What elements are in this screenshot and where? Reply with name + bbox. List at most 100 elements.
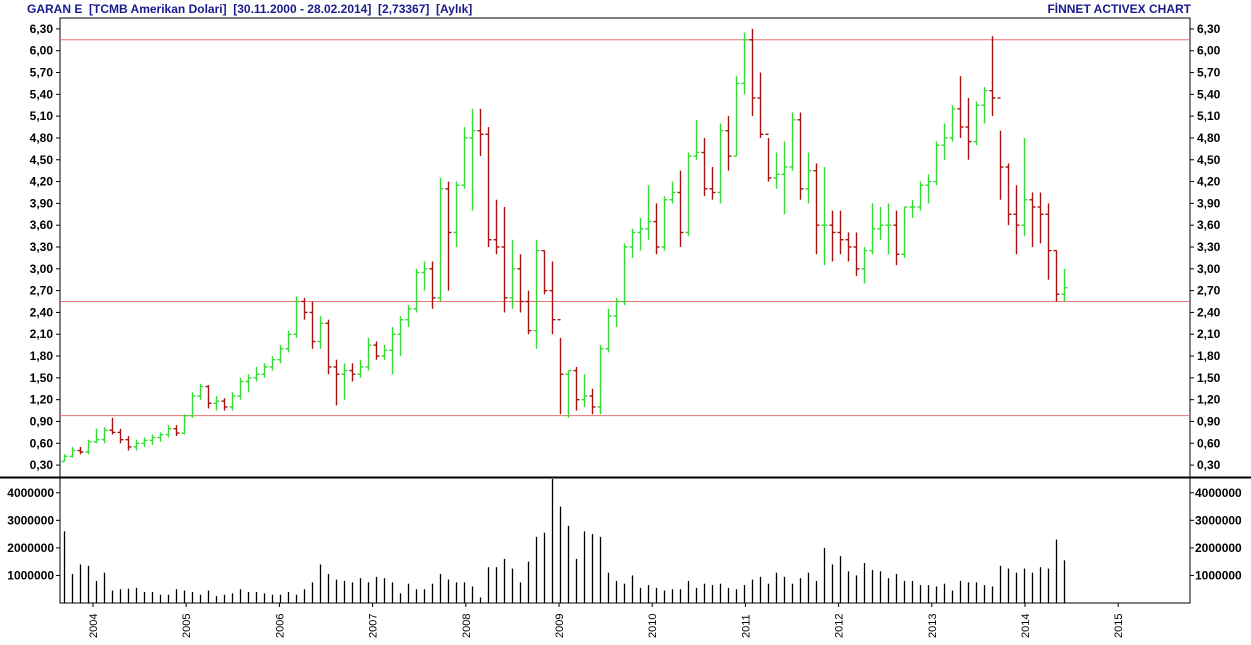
ohlc-bar <box>517 254 524 313</box>
ohlc-bar <box>501 207 508 313</box>
ohlc-bar <box>293 296 300 338</box>
ohlc-bar <box>725 116 732 171</box>
price-bars <box>61 28 1068 463</box>
ohlc-bar <box>405 305 412 327</box>
ohlc-bar <box>149 434 156 445</box>
ohlc-bar <box>805 152 812 204</box>
price-tick-label-right: 5,10 <box>1197 109 1221 123</box>
ohlc-bar <box>245 374 252 393</box>
ohlc-bar <box>957 76 964 138</box>
ohlc-bar <box>141 437 148 447</box>
ohlc-bar <box>709 167 716 200</box>
price-tick-label-left: 2,70 <box>30 284 54 298</box>
ohlc-bar <box>389 326 396 375</box>
ohlc-bar <box>173 425 180 437</box>
reference-lines <box>60 39 1190 417</box>
ohlc-bar <box>573 366 580 411</box>
volume-tick-label-left: 4000000 <box>7 486 54 500</box>
price-tick-label-right: 5,70 <box>1197 66 1221 80</box>
price-tick-label-left: 2,40 <box>30 305 54 319</box>
price-tick-label-left: 5,40 <box>30 87 54 101</box>
plot-border <box>59 17 1191 604</box>
ohlc-bar <box>749 28 756 117</box>
ohlc-bar <box>445 181 452 291</box>
ohlc-bar <box>85 439 92 455</box>
ohlc-bar <box>77 446 84 455</box>
ohlc-bar <box>397 316 404 357</box>
year-tick-label: 2011 <box>740 614 752 638</box>
ohlc-bar <box>61 454 68 463</box>
price-tick-label-right: 5,40 <box>1197 87 1221 101</box>
ohlc-bar <box>853 232 860 277</box>
ohlc-bar <box>261 363 268 378</box>
ohlc-bar <box>237 377 244 400</box>
ohlc-bar <box>973 101 980 146</box>
price-tick-label-left: 1,80 <box>30 349 54 363</box>
ohlc-bar <box>677 170 684 247</box>
chart-brand: FİNNET ACTIVEX CHART <box>1047 2 1191 16</box>
price-tick-label-left: 6,00 <box>30 44 54 58</box>
ohlc-bar <box>581 374 588 407</box>
ohlc-bar <box>221 398 228 411</box>
ohlc-bar <box>797 112 804 200</box>
ohlc-bar <box>341 363 348 400</box>
price-tick-label-right: 0,60 <box>1197 436 1221 450</box>
price-tick-label-left: 0,90 <box>30 414 54 428</box>
ohlc-bar <box>269 356 276 371</box>
price-tick-label-right: 1,50 <box>1197 371 1221 385</box>
ohlc-bar <box>981 87 988 124</box>
price-tick-label-right: 6,00 <box>1197 44 1221 58</box>
price-tick-label-left: 4,50 <box>30 153 54 167</box>
price-tick-label-right: 3,60 <box>1197 218 1221 232</box>
ohlc-bar <box>741 32 748 95</box>
volume-tick-label-right: 1000000 <box>1195 568 1242 582</box>
year-tick-label: 2014 <box>1020 614 1032 638</box>
ohlc-bar <box>925 174 932 204</box>
ohlc-bar <box>877 207 884 240</box>
ohlc-bar <box>109 417 116 435</box>
price-tick-label-left: 4,80 <box>30 131 54 145</box>
price-tick-label-right: 3,30 <box>1197 240 1221 254</box>
ohlc-bar <box>1037 192 1044 244</box>
ohlc-bar <box>253 366 260 382</box>
volume-tick-label-left: 1000000 <box>7 568 54 582</box>
ohlc-bar <box>989 36 996 117</box>
price-tick-label-left: 1,20 <box>30 393 54 407</box>
price-tick-label-left: 1,50 <box>30 371 54 385</box>
ohlc-bar <box>717 123 724 204</box>
price-tick-label-left: 6,30 <box>30 22 54 36</box>
price-tick-label-left: 0,60 <box>30 436 54 450</box>
year-tick-label: 2015 <box>1113 614 1125 638</box>
ohlc-bar <box>589 388 596 415</box>
price-tick-label-right: 4,80 <box>1197 131 1221 145</box>
ohlc-bar <box>701 137 708 197</box>
ohlc-bar <box>205 385 212 409</box>
ohlc-bar <box>333 359 340 406</box>
ohlc-bar <box>845 232 852 262</box>
ohlc-bar <box>157 432 164 442</box>
price-tick-label-right: 1,80 <box>1197 349 1221 363</box>
ohlc-bar <box>181 414 188 435</box>
volume-tick-label-right: 3000000 <box>1195 513 1242 527</box>
price-tick-label-right: 0,30 <box>1197 458 1221 472</box>
price-tick-label-left: 3,30 <box>30 240 54 254</box>
ohlc-bar <box>869 203 876 255</box>
price-tick-label-left: 2,10 <box>30 327 54 341</box>
ohlc-bar <box>861 247 868 284</box>
ohlc-bar <box>357 359 364 378</box>
ohlc-bar <box>789 112 796 171</box>
ohlc-bar <box>189 392 196 418</box>
ohlc-bar <box>229 392 236 411</box>
price-tick-label-right: 4,50 <box>1197 153 1221 167</box>
ohlc-bar <box>421 261 428 291</box>
volume-tick-label-left: 3000000 <box>7 513 54 527</box>
price-tick-label-right: 2,40 <box>1197 305 1221 319</box>
ohlc-bar <box>1045 203 1052 280</box>
ohlc-bar <box>365 337 372 371</box>
price-tick-label-right: 1,20 <box>1197 393 1221 407</box>
ohlc-bar <box>477 108 484 157</box>
ohlc-bar <box>909 199 916 218</box>
ohlc-bar <box>309 301 316 349</box>
ohlc-bar <box>117 428 124 444</box>
price-tick-label-left: 3,60 <box>30 218 54 232</box>
